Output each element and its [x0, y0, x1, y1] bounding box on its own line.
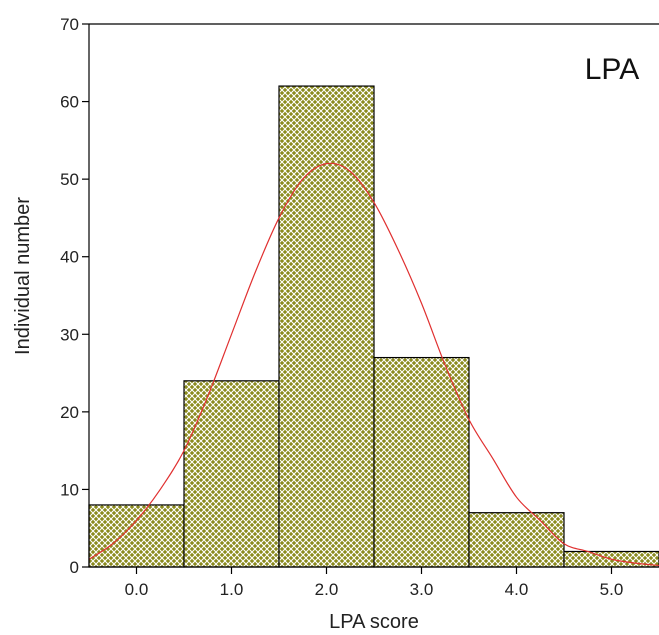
- histogram-bar: [373, 356, 470, 568]
- histogram-bar: [278, 85, 375, 568]
- x-tick-label: 2.0: [315, 580, 339, 599]
- x-ticks-group: 0.0 1.0 2.0 3.0 4.0 5.0: [125, 567, 624, 599]
- y-tick-label: 50: [60, 170, 79, 189]
- y-tick-label: 60: [60, 93, 79, 112]
- x-tick-label: 3.0: [410, 580, 434, 599]
- y-axis-title: Individual number: [12, 197, 34, 355]
- y-ticks-group: 0 10 20 30 40 50 60 70: [60, 15, 89, 577]
- histogram-bar: [468, 512, 565, 568]
- y-tick-label: 40: [60, 248, 79, 267]
- y-tick-label: 30: [60, 325, 79, 344]
- histogram-bar: [183, 380, 280, 568]
- histogram-bar: [88, 504, 185, 568]
- x-tick-label: 4.0: [505, 580, 529, 599]
- y-tick-label: 10: [60, 480, 79, 499]
- normal-curve: [88, 162, 659, 567]
- x-axis-title: LPA score: [329, 611, 419, 633]
- x-tick-label: 1.0: [220, 580, 244, 599]
- y-tick-label: 20: [60, 403, 79, 422]
- x-tick-label: 0.0: [125, 580, 149, 599]
- y-tick-label: 70: [60, 15, 79, 34]
- panel-label: LPA: [585, 53, 639, 86]
- x-tick-label: 5.0: [600, 580, 624, 599]
- y-tick-label: 0: [70, 558, 79, 577]
- axes-group: [88, 23, 659, 568]
- bars-group: [88, 85, 659, 568]
